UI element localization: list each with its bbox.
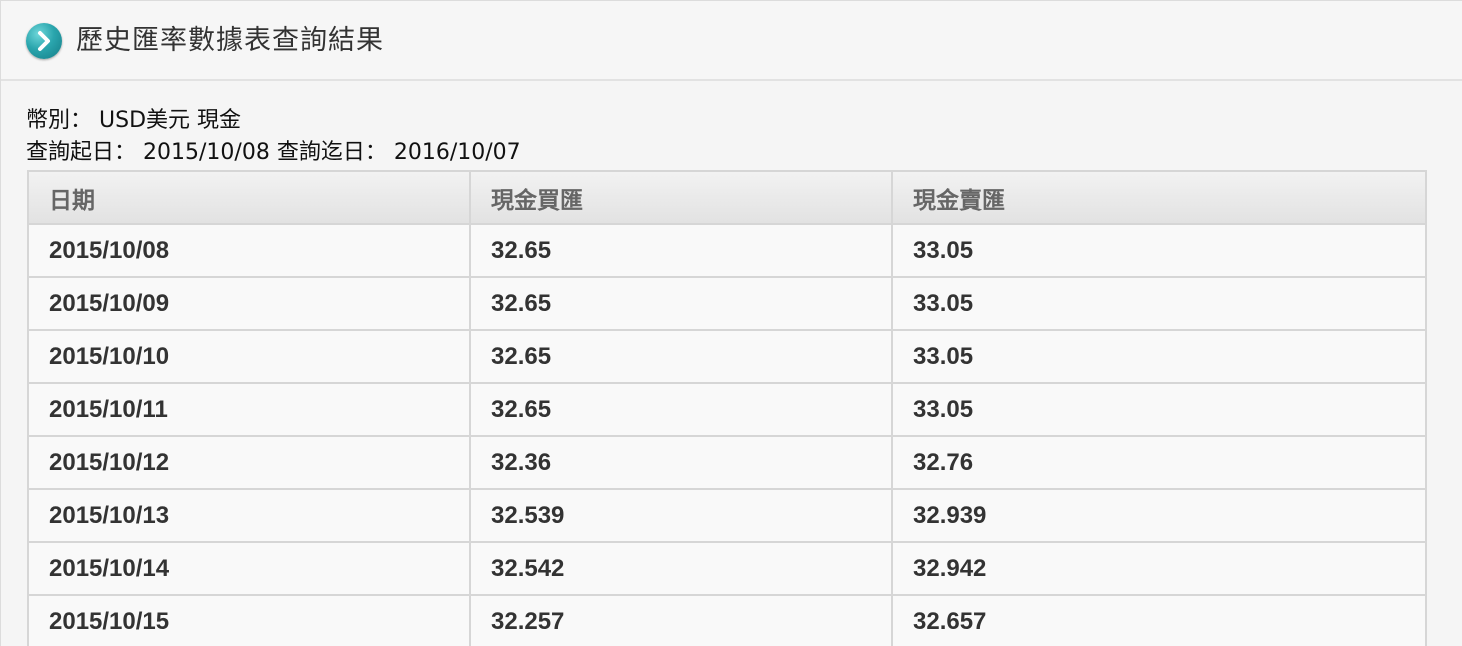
cell-cash-buy: 32.65 xyxy=(469,329,893,384)
cell-cash-buy: 32.65 xyxy=(469,382,893,437)
cell-date: 2015/10/15 xyxy=(27,594,471,646)
exchange-rate-table: 日期 現金買匯 現金賣匯 2015/10/08 32.65 33.05 2015… xyxy=(27,170,1427,646)
cell-cash-buy: 32.542 xyxy=(469,541,893,596)
cell-cash-buy: 32.65 xyxy=(469,223,893,278)
cell-cash-sell: 32.942 xyxy=(891,541,1427,596)
table-row: 2015/10/10 32.65 33.05 xyxy=(27,329,1427,384)
table-row: 2015/10/13 32.539 32.939 xyxy=(27,488,1427,543)
cell-cash-buy: 32.36 xyxy=(469,435,893,490)
table-header-row: 日期 現金買匯 現金賣匯 xyxy=(27,170,1427,225)
cell-cash-sell: 33.05 xyxy=(891,329,1427,384)
cell-cash-buy: 32.539 xyxy=(469,488,893,543)
title-bar: 歷史匯率數據表查詢結果 xyxy=(1,1,1462,81)
header-date: 日期 xyxy=(27,170,471,225)
cell-cash-sell: 32.657 xyxy=(891,594,1427,646)
cell-cash-sell: 33.05 xyxy=(891,382,1427,437)
end-date-label: 查詢迄日： xyxy=(276,140,387,165)
cell-date: 2015/10/10 xyxy=(27,329,471,384)
header-cash-buy: 現金買匯 xyxy=(469,170,893,225)
table-row: 2015/10/11 32.65 33.05 xyxy=(27,382,1427,437)
cell-cash-sell: 33.05 xyxy=(891,276,1427,331)
start-date-label: 查詢起日： xyxy=(26,140,137,165)
header-cash-sell: 現金賣匯 xyxy=(891,170,1427,225)
cell-date: 2015/10/13 xyxy=(27,488,471,543)
start-date-value: 2015/10/08 xyxy=(143,140,270,165)
cell-date: 2015/10/11 xyxy=(27,382,471,437)
table-row: 2015/10/08 32.65 33.05 xyxy=(27,223,1427,278)
date-range-info: 查詢起日： 2015/10/08 查詢迄日： 2016/10/07 xyxy=(26,139,521,167)
table-row: 2015/10/09 32.65 33.05 xyxy=(27,276,1427,331)
currency-label: 幣別： xyxy=(26,108,93,133)
table-row: 2015/10/14 32.542 32.942 xyxy=(27,541,1427,596)
cell-cash-buy: 32.257 xyxy=(469,594,893,646)
currency-info: 幣別： USD美元 現金 xyxy=(26,107,241,135)
cell-cash-sell: 32.76 xyxy=(891,435,1427,490)
table-row: 2015/10/12 32.36 32.76 xyxy=(27,435,1427,490)
cell-cash-buy: 32.65 xyxy=(469,276,893,331)
end-date-value: 2016/10/07 xyxy=(393,140,521,165)
chevron-right-icon xyxy=(26,23,62,59)
currency-value: USD美元 現金 xyxy=(99,108,242,133)
cell-cash-sell: 33.05 xyxy=(891,223,1427,278)
cell-date: 2015/10/12 xyxy=(27,435,471,490)
table-row: 2015/10/15 32.257 32.657 xyxy=(27,594,1427,646)
cell-date: 2015/10/09 xyxy=(27,276,471,331)
cell-date: 2015/10/08 xyxy=(27,223,471,278)
page-title: 歷史匯率數據表查詢結果 xyxy=(76,25,384,56)
cell-cash-sell: 32.939 xyxy=(891,488,1427,543)
cell-date: 2015/10/14 xyxy=(27,541,471,596)
